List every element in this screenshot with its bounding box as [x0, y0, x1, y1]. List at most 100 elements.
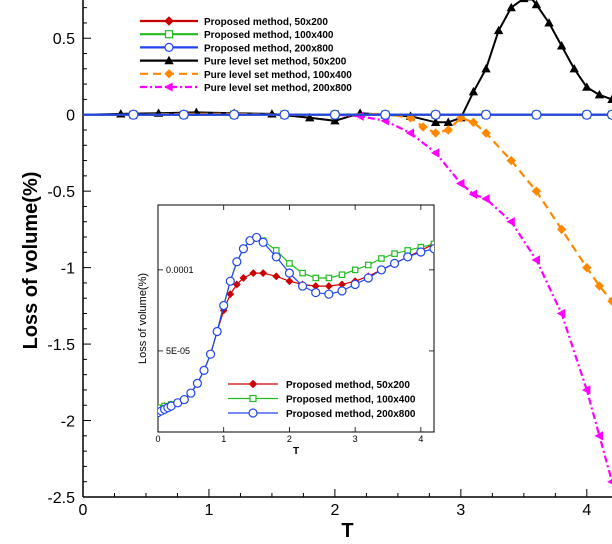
legend-label: Proposed method, 100x400 — [204, 30, 334, 41]
inset-series-point — [338, 287, 346, 295]
series-point — [558, 42, 566, 49]
series-point — [432, 129, 440, 137]
legend-label: Pure level set method, 100x400 — [204, 70, 352, 81]
legend-entry: Pure level set method, 50x200 — [140, 57, 347, 68]
inset-series-point — [285, 269, 293, 277]
legend-entry: Proposed method, 200x800 — [140, 43, 334, 54]
inset-series-point — [287, 261, 292, 266]
legend-entry: Proposed method, 100x400 — [140, 30, 334, 41]
inset-series-point — [352, 267, 357, 272]
series-point — [595, 91, 603, 98]
inset-series-point — [299, 282, 307, 290]
legend-swatch-marker — [165, 70, 173, 78]
series-point — [406, 129, 413, 137]
inset-series-point — [300, 270, 305, 275]
inset-series-point — [180, 396, 188, 404]
inset-legend-label: Proposed method, 50x200 — [286, 380, 410, 391]
inset-series-point — [379, 256, 384, 261]
inset-y-tick-label: 0.0001 — [166, 265, 194, 275]
inset-series-point — [377, 266, 385, 274]
inset-legend-label: Proposed method, 200x800 — [286, 409, 416, 420]
inset-x-tick-label: 0 — [155, 434, 160, 444]
inset-series-point — [417, 248, 425, 256]
x-tick-label: 4 — [582, 502, 591, 519]
series-point — [495, 27, 503, 34]
series-point — [482, 65, 490, 72]
inset-x-axis-label: T — [293, 446, 299, 457]
legend-entry: Pure level set method, 200x800 — [140, 83, 352, 94]
legend-label: Proposed method, 200x800 — [204, 43, 334, 54]
x-tick-label: 2 — [330, 502, 339, 519]
inset-series-point — [239, 245, 247, 253]
inset-series-point — [391, 259, 399, 267]
y-tick-label: -2.5 — [47, 490, 75, 507]
series-point — [280, 110, 289, 119]
series-3 — [83, 0, 612, 126]
series-point — [482, 110, 491, 119]
series-point — [608, 110, 612, 119]
inset-series-point — [326, 275, 331, 280]
inset-y-axis-label: Loss of volume(%) — [137, 273, 149, 364]
legend-entry: Proposed method, 50x200 — [140, 17, 328, 28]
y-tick-label: -1.5 — [47, 337, 75, 354]
inset-series-point — [233, 258, 241, 266]
inset-series-point — [312, 289, 320, 297]
series-point — [457, 180, 464, 188]
main-legend: Proposed method, 50x200 Proposed method, … — [140, 17, 352, 94]
inset-series-point — [226, 277, 234, 285]
inset-x-tick-label: 3 — [353, 434, 358, 444]
series-point — [469, 88, 477, 95]
series-point — [432, 149, 439, 157]
inset-series-point — [200, 366, 208, 374]
series-point — [179, 110, 188, 119]
inset-series-point — [366, 262, 371, 267]
series-point — [532, 256, 539, 264]
series-point — [608, 478, 612, 486]
inset-series-point — [339, 272, 344, 277]
inset-series-point — [193, 379, 201, 387]
x-tick-label: 1 — [204, 502, 213, 519]
y-tick-label: -0.5 — [47, 184, 75, 201]
inset-series-point — [213, 327, 221, 335]
series-point — [570, 65, 578, 72]
inset-legend-swatch-marker — [249, 409, 257, 417]
legend-swatch-marker — [165, 43, 173, 51]
y-tick-label: 0 — [66, 108, 75, 125]
series-point — [469, 190, 476, 198]
series-point — [558, 309, 565, 317]
inset-series-point — [430, 245, 438, 253]
y-tick-label: -2 — [61, 414, 75, 431]
inset-x-tick-label: 4 — [418, 434, 423, 444]
legend-label: Proposed method, 50x200 — [204, 17, 328, 28]
series-point — [129, 110, 138, 119]
y-axis-label: Loss of volume(%) — [20, 172, 42, 350]
inset-series-point — [259, 238, 267, 246]
x-axis-label: T — [341, 520, 353, 539]
series-point — [230, 110, 239, 119]
series-point — [507, 218, 514, 226]
inset-y-tick-label: 5E-05 — [166, 346, 190, 356]
x-tick-label: 0 — [79, 502, 88, 519]
inset-legend-label: Proposed method, 100x400 — [286, 395, 416, 406]
legend-label: Pure level set method, 200x800 — [204, 83, 352, 94]
inset-series-point — [272, 253, 280, 261]
x-tick-label: 3 — [456, 502, 465, 519]
series-point — [330, 110, 339, 119]
legend-entry: Pure level set method, 100x400 — [140, 70, 352, 81]
inset-series-point — [364, 274, 372, 282]
inset-series-point — [404, 253, 412, 261]
legend-swatch-marker — [166, 31, 173, 38]
inset-series-point — [313, 275, 318, 280]
inset-series-point — [220, 302, 228, 310]
inset-series-point — [351, 280, 359, 288]
legend-swatch-marker — [165, 17, 173, 25]
inset-x-tick-label: 1 — [221, 434, 226, 444]
inset-series-point — [392, 251, 397, 256]
legend-swatch-marker — [165, 83, 172, 91]
series-point — [532, 110, 541, 119]
series-point — [582, 110, 591, 119]
series-point — [431, 110, 440, 119]
